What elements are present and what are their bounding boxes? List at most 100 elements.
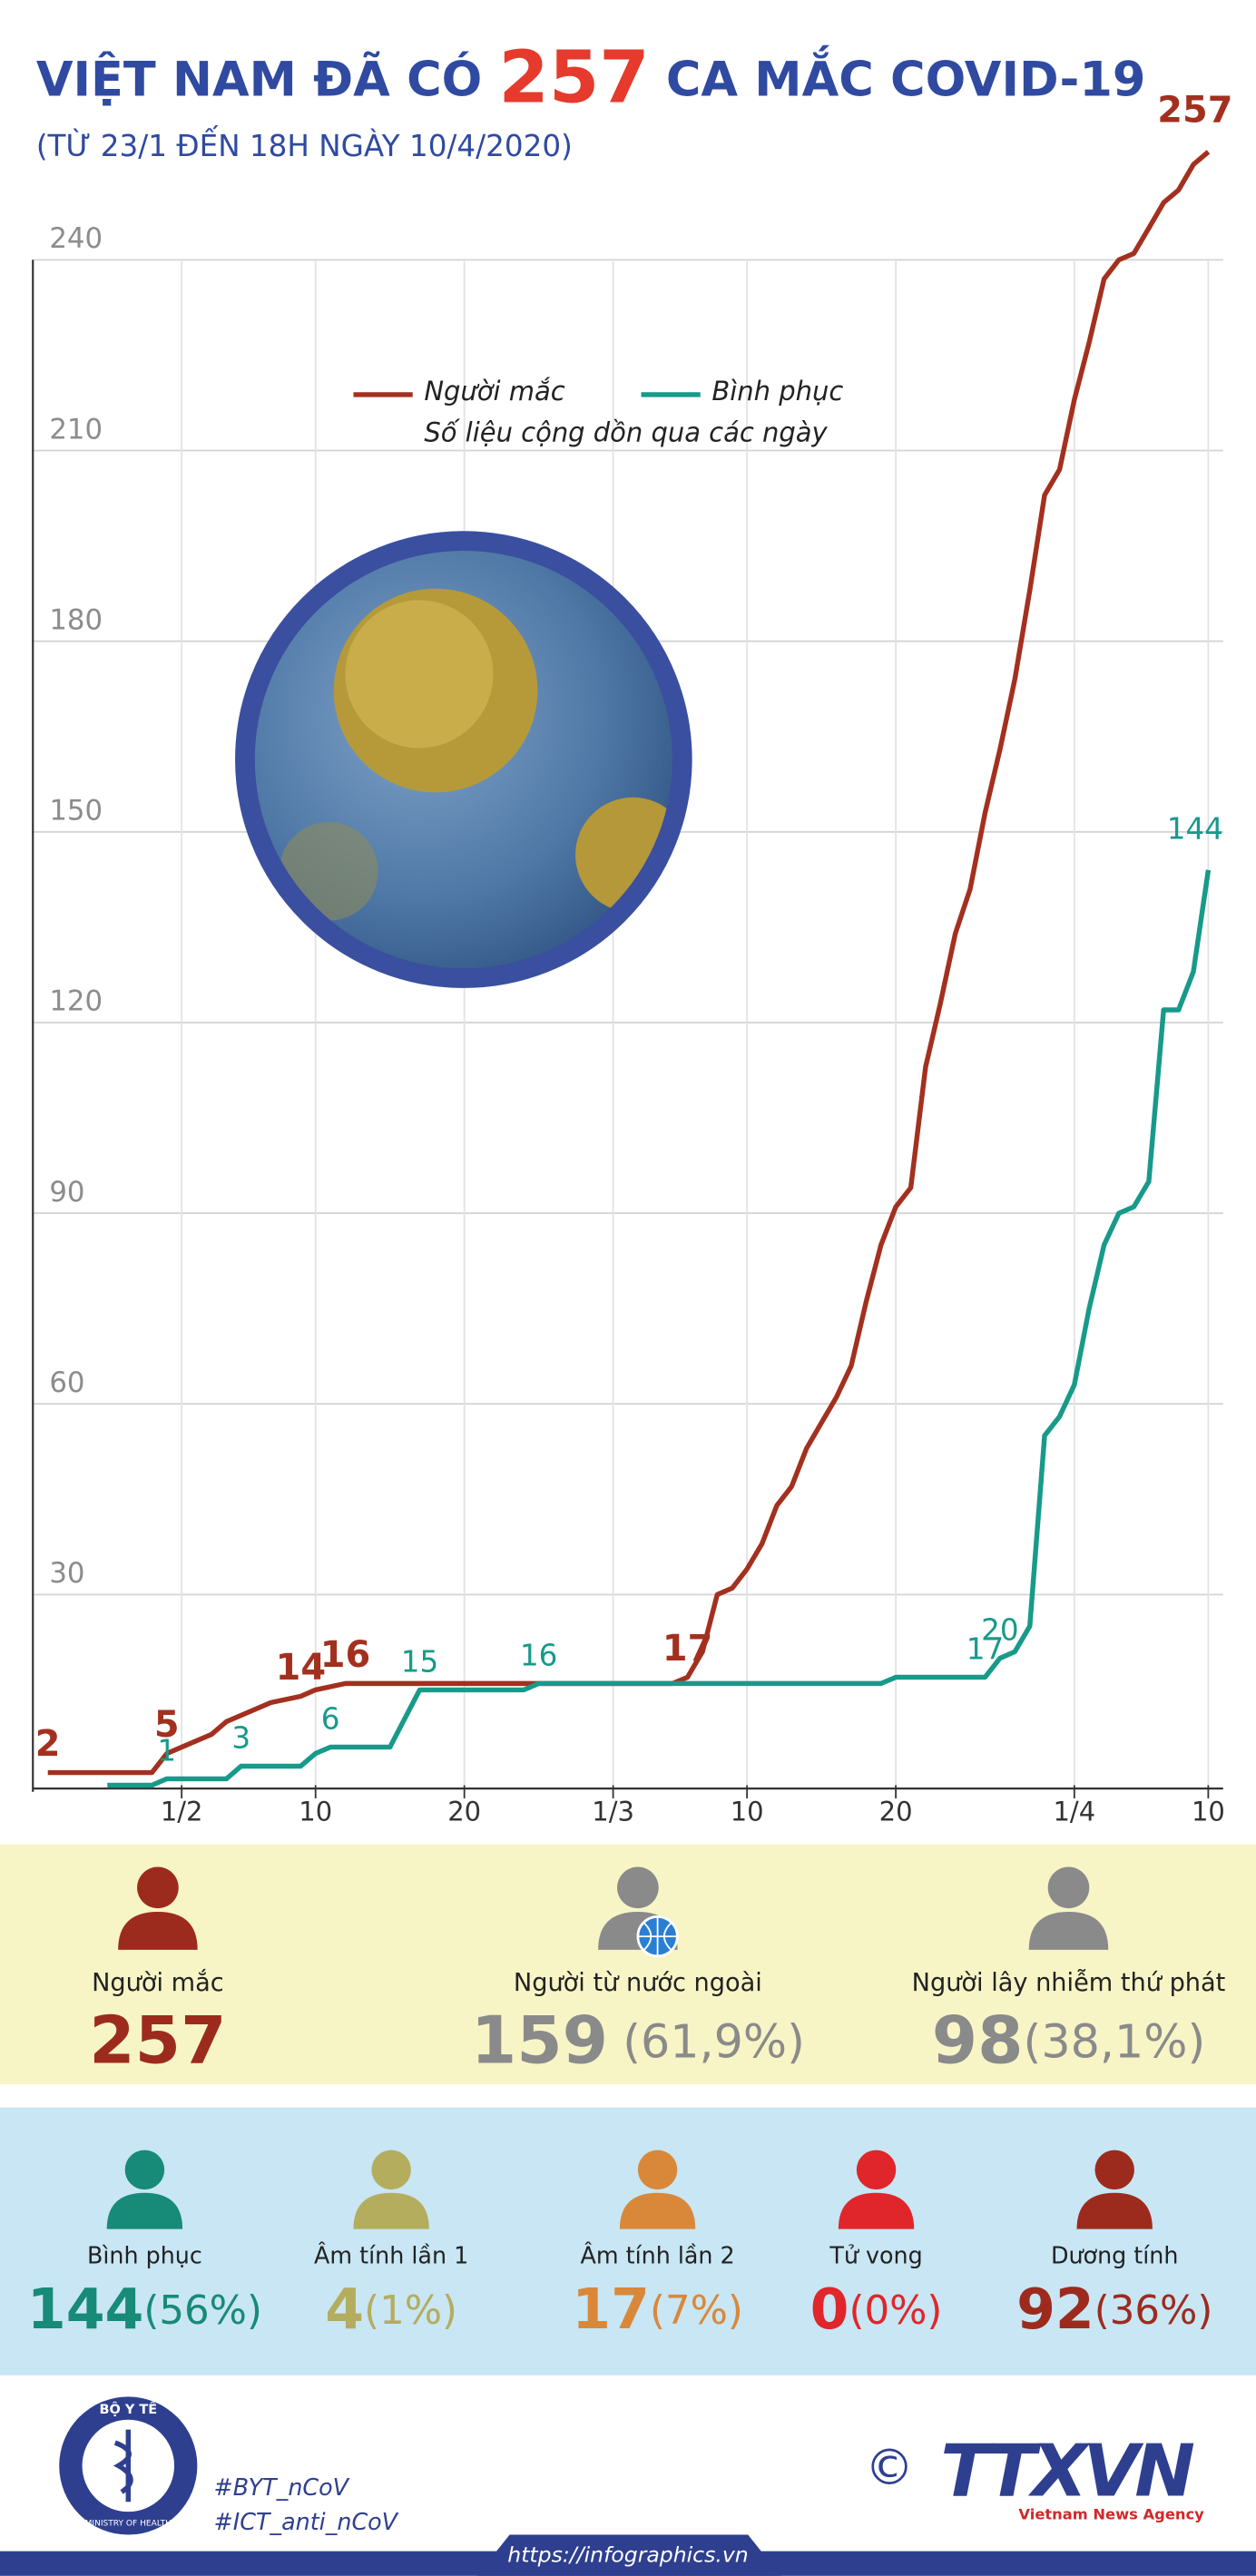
stat-share: (1%) [364, 2287, 457, 2333]
stat-value: 92(36%) [1016, 2277, 1212, 2342]
x-tick-label: 10 [731, 1796, 764, 1827]
stat-share: (38,1%) [1024, 2015, 1206, 2069]
stat-share: (61,9%) [608, 2015, 805, 2069]
person-icon [598, 1866, 679, 1958]
stats-bottom-bg [0, 2107, 1256, 2375]
series-line [107, 869, 1212, 1788]
agency: TTXVN [940, 2428, 1195, 2512]
icon-head [617, 1866, 659, 1909]
stat-share: (36%) [1094, 2287, 1213, 2333]
x-tick-label: 1/4 [1054, 1796, 1096, 1827]
series-line [47, 150, 1211, 1776]
legend-label: Người mắc [424, 376, 564, 406]
y-tick-label: 60 [49, 1366, 84, 1399]
stat-value: 17(7%) [572, 2277, 743, 2342]
stat-value: 159 (61,9%) [471, 2003, 805, 2080]
footer: BỘ Y TẾ MINISTRY OF HEALTH #BYT_nCoV #IC… [0, 2396, 1256, 2576]
logo-subtext: MINISTRY OF HEALTH [85, 2519, 172, 2528]
data-label: 17 [967, 1631, 1004, 1666]
stat-number: 98 [932, 2003, 1024, 2080]
x-tick-label: 20 [447, 1796, 481, 1827]
stat-label: Âm tính lần 2 [581, 2241, 735, 2268]
stat-value: 0(0%) [810, 2277, 943, 2342]
stat-label: Bình phục [87, 2241, 202, 2268]
legend-note: Số liệu cộng dồn qua các ngày [424, 416, 828, 447]
icon-head [137, 1866, 179, 1909]
data-label: 144 [1167, 811, 1223, 846]
virus-body [345, 600, 494, 749]
stat-label: Dương tính [1051, 2241, 1178, 2268]
stat-label: Người mắc [92, 1969, 224, 1997]
stat-value: 98(38,1%) [932, 2003, 1206, 2080]
logo-text: BỘ Y TẾ [99, 2400, 157, 2417]
stat-number: 159 [471, 2003, 608, 2080]
agency-subtitle: Vietnam News Agency [1018, 2505, 1204, 2522]
data-label: 17 [662, 1628, 712, 1670]
stat-number: 144 [27, 2277, 144, 2342]
icon-body [106, 2192, 183, 2229]
stat-share: (56%) [143, 2287, 262, 2333]
data-label: 3 [231, 1720, 250, 1755]
data-label: 2 [35, 1723, 61, 1765]
title-number: 257 [498, 35, 649, 120]
person-icon [106, 2150, 183, 2229]
icon-head [637, 2150, 678, 2190]
stat-number: 257 [89, 2003, 226, 2080]
footer-tab [476, 2534, 781, 2576]
x-tick-label: 1/3 [592, 1796, 634, 1827]
subtitle: (TỪ 23/1 ĐẾN 18H NGÀY 10/4/2020) [36, 126, 573, 163]
data-label: 16 [320, 1634, 370, 1676]
stat-label: Người lây nhiễm thứ phát [912, 1969, 1226, 1997]
data-label: 16 [520, 1638, 557, 1672]
y-tick-label: 240 [49, 222, 103, 255]
logo-symbol [113, 2429, 133, 2503]
virus-illustration [235, 531, 692, 988]
y-tick-label: 150 [49, 795, 103, 828]
person-icon [1028, 1866, 1109, 1950]
stat-label: Tử vong [829, 2241, 922, 2268]
person-icon [118, 1866, 198, 1950]
copyright: © [865, 2439, 914, 2496]
x-tick-label: 10 [299, 1796, 332, 1827]
x-tick-label: 10 [1192, 1796, 1225, 1827]
virus [279, 588, 682, 921]
data-label: 5 [154, 1704, 180, 1746]
url[interactable]: https://infographics.vn [507, 2542, 748, 2568]
stat-label: Âm tính lần 1 [314, 2241, 468, 2268]
legend-label: Bình phục [711, 376, 843, 406]
y-tick-label: 90 [49, 1176, 84, 1209]
icon-body [838, 2192, 915, 2229]
stat-share: (0%) [849, 2287, 943, 2333]
data-label: 1 [157, 1733, 176, 1768]
y-tick-label: 210 [49, 413, 103, 446]
x-tick-label: 20 [879, 1796, 913, 1827]
title-text: CA MẮC COVID-19 [666, 44, 1146, 107]
stat-number: 4 [325, 2277, 364, 2342]
icon-head [124, 2150, 165, 2190]
icon-body [619, 2192, 696, 2229]
stat-value: 257 [89, 2003, 226, 2080]
icon-head [856, 2150, 897, 2190]
icon-body [118, 1911, 198, 1950]
stat-value: 144(56%) [27, 2277, 262, 2342]
icon-body [1028, 1911, 1109, 1950]
icon-body [353, 2192, 429, 2229]
icon-head [1047, 1866, 1090, 1909]
stat-value: 4(1%) [325, 2277, 457, 2342]
virus-frame [235, 531, 692, 988]
data-label: 257 [1157, 89, 1232, 131]
person-icon [838, 2150, 915, 2229]
person-icon [1076, 2150, 1153, 2229]
title-text: VIỆT NAM ĐÃ CÓ [36, 50, 482, 107]
data-label: 6 [321, 1701, 340, 1736]
data-label: 14 [276, 1647, 326, 1689]
stat-share: (7%) [650, 2287, 743, 2333]
icon-head [1094, 2150, 1134, 2190]
y-tick-label: 30 [49, 1557, 84, 1590]
person-icon [353, 2150, 429, 2229]
icon-head [371, 2150, 411, 2190]
hashtag: #ICT_anti_nCoV [213, 2508, 398, 2535]
